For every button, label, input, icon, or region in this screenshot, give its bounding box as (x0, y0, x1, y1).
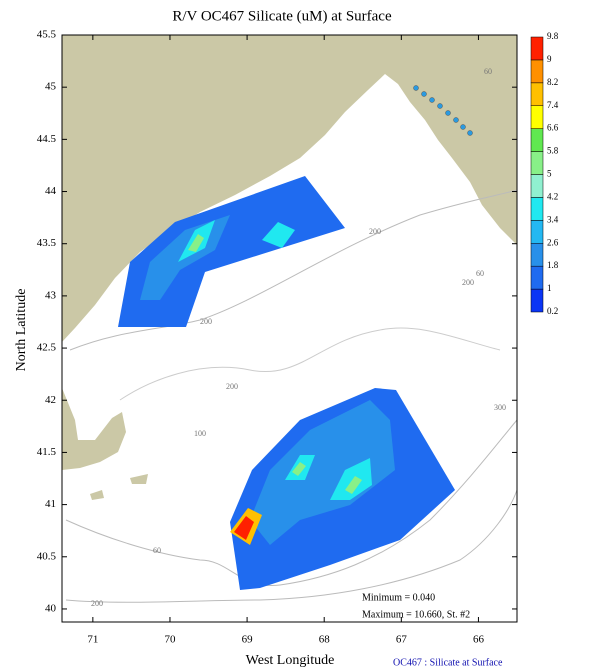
colorbar-label: 0.2 (547, 306, 558, 316)
colorbar-cell (530, 197, 544, 221)
silicate-field (292, 462, 362, 494)
colorbar-cell (530, 151, 544, 175)
colorbar-cell (530, 128, 544, 152)
colorbar-cell (530, 174, 544, 198)
y-tick-label: 45.5 (37, 29, 57, 41)
contour-label: 200 (91, 599, 103, 608)
minimum-note: Minimum = 0.040 (362, 592, 435, 603)
y-tick-label: 45 (45, 81, 57, 93)
x-tick-label: 67 (396, 634, 408, 646)
colorbar-label: 8.2 (547, 77, 558, 87)
y-tick-label: 40 (45, 602, 57, 614)
footer: OC467 : Silicate at Surface (393, 657, 503, 668)
colorbar-cell (530, 82, 544, 107)
contour-label: 100 (194, 429, 206, 438)
x-tick-label: 69 (242, 634, 254, 646)
contour-label: 200 (369, 227, 381, 236)
land (62, 35, 517, 342)
colorbar-label: 2.6 (547, 237, 559, 247)
x-tick-label: 66 (473, 634, 485, 646)
contour-line (65, 419, 518, 587)
x-tick-label: 70 (164, 634, 176, 646)
y-tick-label: 41.5 (37, 446, 57, 458)
colorbar-label: 4.2 (547, 191, 558, 201)
colorbar-label: 9.8 (547, 31, 559, 41)
x-tick-label: 68 (319, 634, 331, 646)
colorbar-label: 9 (547, 54, 552, 64)
y-tick-label: 43.5 (37, 237, 57, 249)
colorbar-label: 5.8 (547, 146, 559, 156)
colorbar-label: 5 (547, 169, 552, 179)
y-tick-label: 41 (45, 498, 56, 510)
contour-label: 60 (476, 269, 484, 278)
colorbar-label: 6.6 (547, 123, 559, 133)
map-title: R/V OC467 Silicate (uM) at Surface (172, 8, 392, 24)
contour-label: 60 (153, 546, 161, 555)
colorbar-cell (530, 59, 544, 84)
y-tick-label: 42.5 (37, 342, 57, 354)
colorbar-cell (530, 105, 544, 129)
x-tick-label: 71 (87, 634, 98, 646)
silicate-field (250, 400, 395, 545)
contour-line (69, 189, 518, 351)
stations (413, 85, 473, 136)
contour-line (119, 327, 501, 401)
colorbar-label: 1.8 (547, 260, 559, 270)
colorbar-cell (530, 288, 544, 313)
islands (90, 474, 148, 500)
colorbar-cell (530, 36, 544, 61)
y-tick-label: 44 (45, 185, 57, 197)
x-axis-label: West Longitude (246, 653, 335, 668)
contour-label: 200 (462, 278, 474, 287)
silicate-field (118, 176, 345, 327)
colorbar-cell (530, 220, 544, 244)
colorbar-cell (530, 265, 544, 290)
silicate-field (234, 516, 254, 540)
y-tick-label: 42 (45, 394, 56, 406)
colorbar-label: 3.4 (547, 214, 559, 224)
y-tick-label: 43 (45, 289, 57, 301)
colorbar-label: 1 (547, 283, 552, 293)
contour-label: 200 (200, 317, 212, 326)
contour-label: 60 (484, 67, 492, 76)
y-tick-label: 40.5 (37, 550, 57, 562)
y-axis-label: North Latitude (14, 289, 29, 372)
contour-label: 200 (226, 382, 238, 391)
colorbar-label: 7.4 (547, 100, 559, 110)
silicate-field (262, 222, 295, 248)
colorbar-cell (530, 243, 544, 267)
contour-line (65, 489, 518, 603)
maximum-note: Maximum = 10.660, St. #2 (362, 609, 470, 620)
y-tick-label: 44.5 (37, 133, 57, 145)
plot-frame (61, 34, 518, 623)
silicate-field (188, 234, 204, 252)
contour-label: 300 (494, 403, 506, 412)
cape-cod (62, 388, 126, 470)
